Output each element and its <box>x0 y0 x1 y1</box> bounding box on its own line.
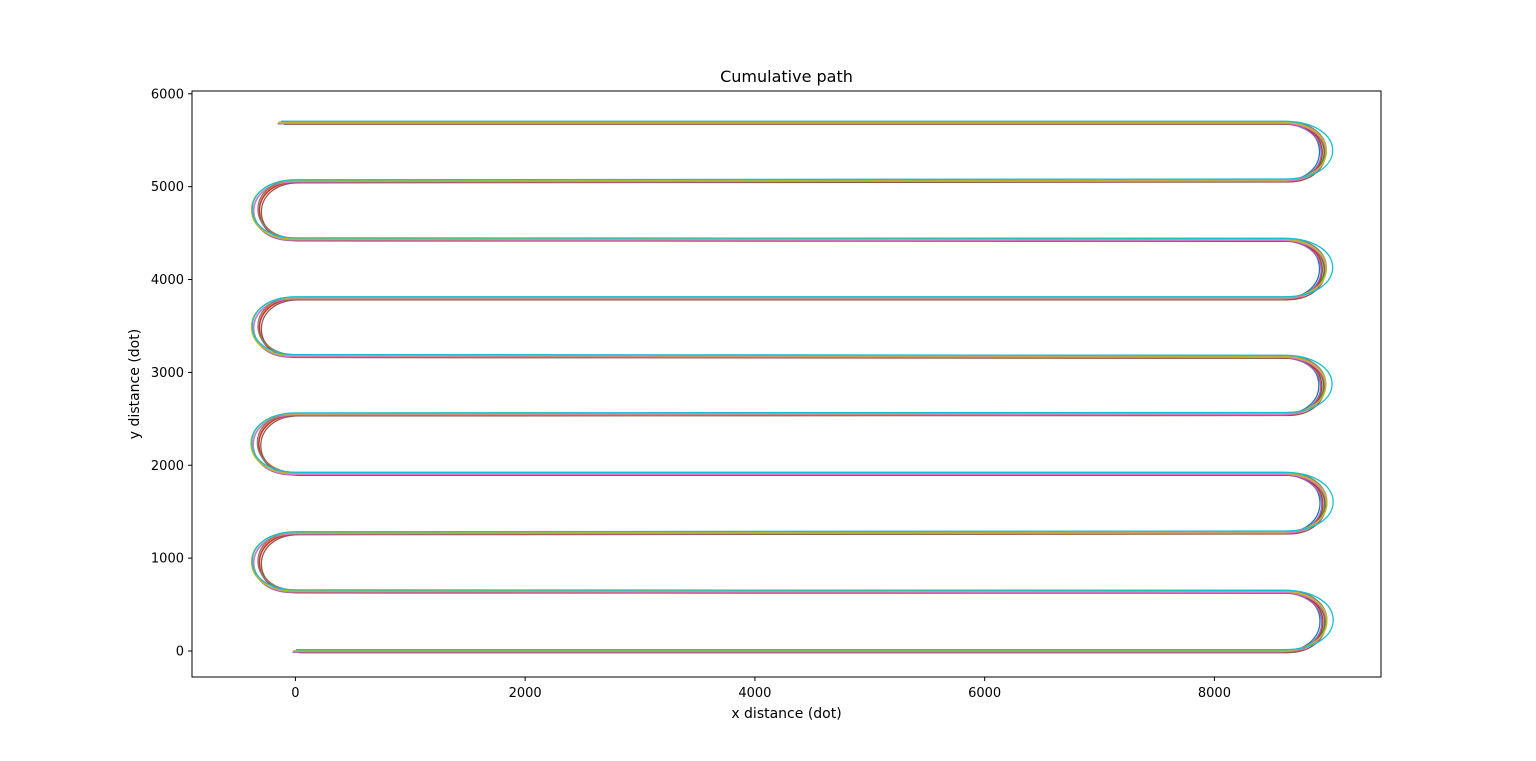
x-tick-label: 2000 <box>509 686 542 701</box>
series-line-1 <box>258 121 1321 652</box>
y-tick-label: 1000 <box>151 552 184 567</box>
y-tick-label: 0 <box>176 644 184 659</box>
series-line-4 <box>258 122 1324 653</box>
x-tick-label: 8000 <box>1198 686 1231 701</box>
series-line-10 <box>251 120 1334 651</box>
y-tick-label: 3000 <box>151 366 184 381</box>
plot-area <box>250 120 1334 654</box>
x-axis-label: x distance (dot) <box>731 706 841 722</box>
y-axis-label: y distance (dot) <box>127 329 143 439</box>
y-tick-label: 4000 <box>151 273 184 288</box>
y-axis: 0 1000 2000 3000 4000 5000 6000 <box>151 87 192 659</box>
plot-frame <box>191 90 1382 678</box>
series-line-6 <box>260 123 1327 654</box>
x-tick-label: 4000 <box>738 686 771 701</box>
x-tick-label: 0 <box>291 686 299 701</box>
y-tick-label: 5000 <box>151 180 184 195</box>
chart-title: Cumulative path <box>720 67 853 86</box>
series-line-7 <box>252 122 1327 653</box>
x-tick-label: 6000 <box>968 686 1001 701</box>
series-line-8 <box>256 120 1328 651</box>
y-tick-label: 6000 <box>151 87 184 102</box>
series-line-9 <box>250 121 1328 652</box>
series-line-2 <box>258 121 1327 651</box>
series-line-3 <box>252 122 1326 653</box>
y-tick-label: 2000 <box>151 459 184 474</box>
x-axis: 0 2000 4000 6000 8000 <box>291 677 1231 701</box>
series-line-5 <box>252 123 1323 653</box>
